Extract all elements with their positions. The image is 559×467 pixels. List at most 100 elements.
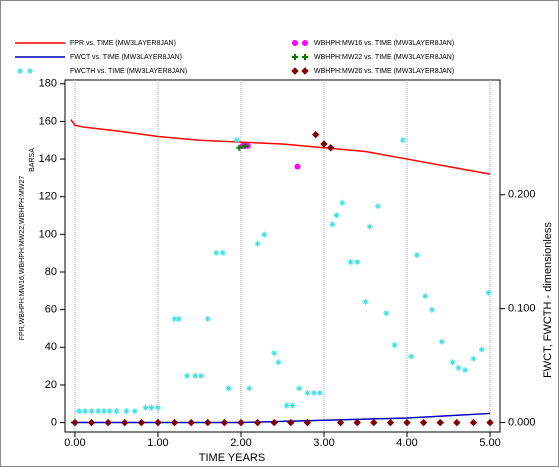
marker bbox=[455, 364, 462, 371]
marker bbox=[131, 408, 138, 415]
marker bbox=[113, 408, 120, 415]
marker bbox=[170, 418, 179, 427]
marker bbox=[246, 385, 253, 392]
y-tick-label: 40 bbox=[45, 341, 57, 353]
marker bbox=[311, 130, 320, 139]
marker bbox=[304, 389, 311, 396]
marker bbox=[453, 418, 461, 427]
marker bbox=[106, 408, 113, 415]
marker bbox=[391, 342, 398, 349]
marker bbox=[362, 298, 369, 305]
legend-swatch bbox=[302, 54, 308, 60]
marker bbox=[242, 142, 249, 149]
marker bbox=[422, 293, 429, 300]
marker bbox=[204, 418, 212, 427]
marker bbox=[253, 418, 262, 427]
marker bbox=[408, 353, 415, 360]
marker bbox=[354, 258, 361, 265]
y-axis-label: FPR,WBHPH:MW16,WBHPH:MW22,WBHPH:MW27 bbox=[19, 176, 26, 341]
marker bbox=[449, 359, 456, 366]
marker bbox=[275, 359, 282, 366]
marker bbox=[485, 289, 492, 296]
marker bbox=[428, 306, 435, 313]
series-line bbox=[70, 412, 491, 424]
legend-swatch bbox=[292, 54, 298, 60]
marker bbox=[121, 418, 129, 427]
series-line bbox=[70, 119, 491, 175]
marker bbox=[386, 418, 395, 427]
marker bbox=[419, 418, 428, 427]
marker bbox=[470, 355, 477, 362]
legend-label: WBHPH:MW16 vs. TIME (MW3LAYER8JAN) bbox=[314, 40, 454, 47]
legend-swatch bbox=[292, 40, 298, 46]
y2-tick-label: 0.200 bbox=[508, 189, 536, 201]
x-tick-label: 1.00 bbox=[147, 437, 168, 449]
y2-tick-label: 0.100 bbox=[508, 303, 536, 315]
x-tick-label: 3.00 bbox=[313, 437, 334, 449]
marker bbox=[184, 372, 191, 379]
marker bbox=[333, 212, 340, 219]
marker bbox=[303, 418, 312, 427]
legend-swatch bbox=[301, 67, 309, 75]
x-tick-label: 5.00 bbox=[479, 437, 500, 449]
marker bbox=[326, 144, 335, 152]
plot-frame bbox=[64, 79, 501, 433]
marker bbox=[236, 144, 243, 151]
y-tick-label: 120 bbox=[39, 191, 57, 203]
legend-swatch bbox=[291, 67, 299, 75]
x-axis-label: TIME YEARS bbox=[199, 452, 265, 464]
marker bbox=[88, 408, 95, 415]
marker bbox=[311, 389, 318, 396]
y-tick-label: 80 bbox=[45, 266, 57, 278]
marker bbox=[271, 350, 278, 357]
marker bbox=[87, 418, 96, 427]
marker bbox=[142, 404, 149, 411]
marker bbox=[81, 408, 88, 415]
legend-label: FWCTH vs. TIME (MW3LAYER8JAN) bbox=[70, 68, 187, 75]
x-tick-label: 4.00 bbox=[396, 437, 417, 449]
marker bbox=[413, 252, 420, 259]
y-tick-label: 20 bbox=[45, 379, 57, 391]
marker bbox=[148, 404, 155, 411]
marker bbox=[296, 385, 303, 392]
marker bbox=[316, 389, 323, 396]
marker bbox=[289, 402, 296, 409]
marker bbox=[270, 418, 278, 427]
marker bbox=[213, 249, 220, 256]
legend-label: WBHPH:MW26 vs. TIME (MW3LAYER8JAN) bbox=[314, 68, 454, 75]
marker bbox=[187, 418, 195, 427]
marker bbox=[374, 203, 381, 210]
y-tick-label: 140 bbox=[39, 153, 57, 165]
marker bbox=[104, 418, 112, 427]
marker bbox=[486, 418, 494, 427]
marker bbox=[339, 199, 346, 206]
marker bbox=[71, 418, 79, 427]
marker bbox=[76, 408, 83, 415]
marker bbox=[192, 372, 199, 379]
marker bbox=[137, 418, 146, 427]
legend-label: FWCT vs. TIME (MW3LAYER8JAN) bbox=[70, 54, 182, 61]
x-tick-label: 0.00 bbox=[64, 437, 85, 449]
x-tick-label: 2.00 bbox=[230, 437, 251, 449]
y-tick-label: 0 bbox=[51, 416, 57, 428]
marker bbox=[154, 418, 162, 427]
marker bbox=[438, 338, 445, 345]
marker bbox=[283, 402, 290, 409]
marker bbox=[478, 346, 485, 353]
marker bbox=[171, 315, 178, 322]
marker bbox=[383, 310, 390, 317]
marker bbox=[220, 418, 229, 427]
legend-label: FPR vs. TIME (MW3LAYER8JAN) bbox=[70, 40, 176, 47]
marker bbox=[329, 221, 336, 228]
marker bbox=[370, 418, 378, 427]
marker bbox=[320, 140, 328, 148]
y-axis-unit: BARSA bbox=[29, 148, 36, 172]
marker bbox=[154, 404, 161, 411]
marker bbox=[436, 418, 444, 427]
marker bbox=[237, 418, 245, 427]
marker bbox=[95, 408, 102, 415]
y-tick-label: 180 bbox=[39, 78, 57, 90]
marker bbox=[175, 315, 182, 322]
